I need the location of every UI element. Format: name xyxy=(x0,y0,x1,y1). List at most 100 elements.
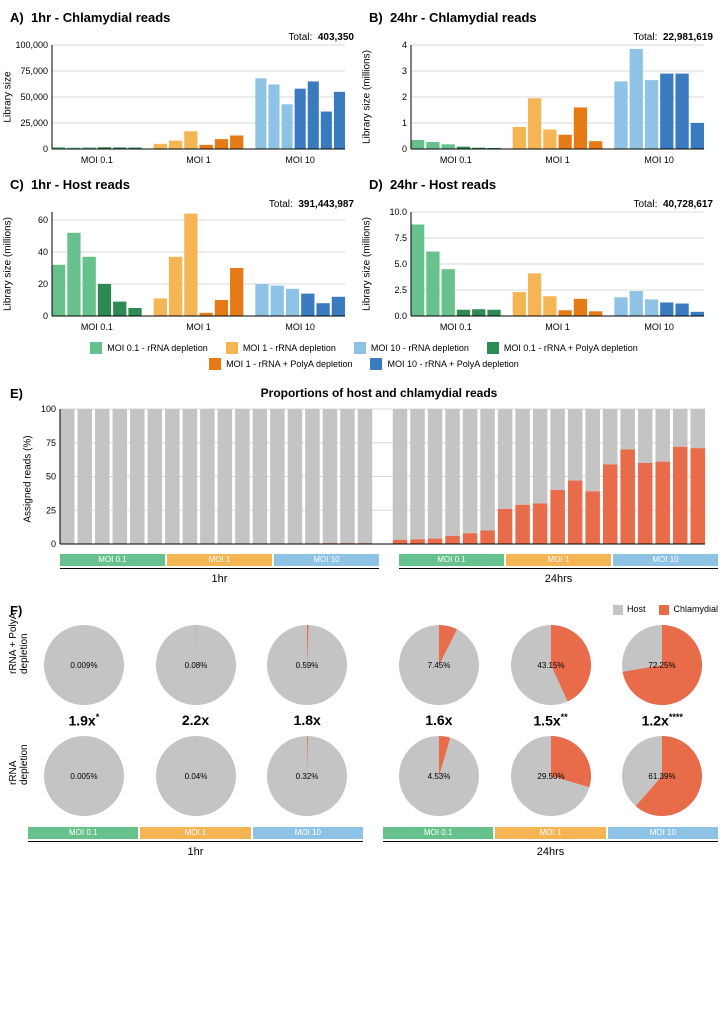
panel-b-ylabel: Library size (millions) xyxy=(362,50,373,144)
svg-text:MOI 1: MOI 1 xyxy=(186,322,211,332)
svg-text:MOI 10: MOI 10 xyxy=(285,322,315,332)
panel-c-title: 1hr - Host reads xyxy=(31,177,130,192)
svg-text:0.009%: 0.009% xyxy=(70,661,97,670)
legend-item: MOI 1 - rRNA + PolyA depletion xyxy=(209,358,352,370)
panel-b-chart: Total: 22,981,619 Library size (millions… xyxy=(369,27,718,167)
svg-text:MOI 0.1: MOI 0.1 xyxy=(440,322,472,332)
pie-cell: 0.04% xyxy=(140,731,252,821)
svg-text:43.15%: 43.15% xyxy=(537,661,564,670)
panel-f-strip-1hr: MOI 0.1MOI 1MOI 10 xyxy=(28,827,363,839)
panel-a-chart: Total: 403,350 Library size 025,00050,00… xyxy=(10,27,359,167)
fold-ratio: 1.8x xyxy=(294,712,321,728)
svg-text:60: 60 xyxy=(38,215,48,225)
panel-b-svg: 01234MOI 0.1MOI 1MOI 10 xyxy=(369,27,709,167)
panel-f-ratios: 1.9x* 2.2x 1.8x 1.6x 1.5x** 1.2x**** xyxy=(28,710,718,731)
panel-a-svg: 025,00050,00075,000100,000MOI 0.1MOI 1MO… xyxy=(10,27,350,167)
fold-ratio: 1.5x** xyxy=(533,712,567,729)
panel-a-title: 1hr - Chlamydial reads xyxy=(31,10,170,25)
fold-ratio: 1.9x* xyxy=(68,712,99,729)
panel-f-strip-24hr: MOI 0.1MOI 1MOI 10 xyxy=(383,827,718,839)
svg-text:3: 3 xyxy=(402,66,407,76)
svg-text:4.53%: 4.53% xyxy=(428,772,451,781)
panel-e-ylabel: Assigned reads (%) xyxy=(23,435,34,522)
svg-text:0.04%: 0.04% xyxy=(184,772,207,781)
pie-cell: 43.15% xyxy=(495,620,607,710)
panel-c: C) 1hr - Host reads Total: 391,443,987 L… xyxy=(10,177,359,334)
pie-chart: 0.005% xyxy=(39,731,129,821)
svg-text:100,000: 100,000 xyxy=(15,40,48,50)
fold-ratio: 2.2x xyxy=(182,712,209,728)
svg-text:40: 40 xyxy=(38,247,48,257)
panel-f-row-bottom: rRNAdepletion 0.005% 0.04% 0.32% 4.53% 29.50… xyxy=(10,731,718,821)
pie-cell: 0.005% xyxy=(28,731,140,821)
moi-strip-cell: MOI 10 xyxy=(613,554,718,566)
pie-cell: 0.08% xyxy=(140,620,252,710)
panel-e-strip-1hr: MOI 0.1MOI 1MOI 10 xyxy=(60,554,379,566)
panel-f: F) HostChlamydial rRNA + PolyAdepletion … xyxy=(10,603,718,858)
panel-d-total: Total: 40,728,617 xyxy=(633,199,713,210)
svg-text:0: 0 xyxy=(43,311,48,321)
svg-text:50: 50 xyxy=(46,472,56,482)
svg-text:50,000: 50,000 xyxy=(20,92,48,102)
panel-e-strip-24hr: MOI 0.1MOI 1MOI 10 xyxy=(399,554,718,566)
svg-text:MOI 1: MOI 1 xyxy=(186,155,211,165)
panel-d-svg: 0.02.55.07.510.0MOI 0.1MOI 1MOI 10 xyxy=(369,194,709,334)
svg-text:MOI 0.1: MOI 0.1 xyxy=(81,155,113,165)
row-cd: C) 1hr - Host reads Total: 391,443,987 L… xyxy=(10,177,718,334)
svg-text:MOI 10: MOI 10 xyxy=(644,322,674,332)
pie-cell: 4.53% xyxy=(383,731,495,821)
panel-f-legend: HostChlamydial xyxy=(613,604,718,615)
svg-text:2: 2 xyxy=(402,92,407,102)
pie-chart: 0.32% xyxy=(262,731,352,821)
panel-b-total: Total: 22,981,619 xyxy=(633,32,713,43)
panel-a-total: Total: 403,350 xyxy=(288,32,354,43)
svg-text:MOI 0.1: MOI 0.1 xyxy=(440,155,472,165)
svg-text:MOI 0.1: MOI 0.1 xyxy=(81,322,113,332)
svg-text:0.0: 0.0 xyxy=(394,311,407,321)
fold-ratio: 1.2x**** xyxy=(642,712,683,729)
svg-text:20: 20 xyxy=(38,279,48,289)
pie-chart: 43.15% xyxy=(506,620,596,710)
panel-b: B) 24hr - Chlamydial reads Total: 22,981… xyxy=(369,10,718,167)
svg-text:10.0: 10.0 xyxy=(389,207,407,217)
pie-chart: 61.39% xyxy=(617,731,707,821)
svg-text:75,000: 75,000 xyxy=(20,66,48,76)
moi-strip-cell: MOI 1 xyxy=(167,554,272,566)
fold-ratio: 1.6x xyxy=(425,712,452,728)
panel-f-row2-label: rRNAdepletion xyxy=(8,767,30,785)
legend-item: MOI 10 - rRNA + PolyA depletion xyxy=(370,358,518,370)
svg-text:0: 0 xyxy=(51,539,56,549)
panel-c-chart: Total: 391,443,987 Library size (million… xyxy=(10,194,359,334)
panel-d-letter: D) xyxy=(369,177,383,192)
svg-text:0.59%: 0.59% xyxy=(296,661,319,670)
pie-chart: 72.25% xyxy=(617,620,707,710)
shared-legend: MOI 0.1 - rRNA depletionMOI 1 - rRNA dep… xyxy=(34,342,694,370)
panel-f-time-24hr: 24hrs xyxy=(383,846,718,858)
svg-text:0.08%: 0.08% xyxy=(184,661,207,670)
moi-strip-cell: MOI 10 xyxy=(274,554,379,566)
pie-chart: 4.53% xyxy=(394,731,484,821)
panel-a: A) 1hr - Chlamydial reads Total: 403,350… xyxy=(10,10,359,167)
panel-f-strips: MOI 0.1MOI 1MOI 10 1hr MOI 0.1MOI 1MOI 1… xyxy=(28,827,718,858)
pie-cell: 0.59% xyxy=(251,620,363,710)
panel-c-letter: C) xyxy=(10,177,24,192)
pie-chart: 0.04% xyxy=(151,731,241,821)
panel-e-time-24hr: 24hrs xyxy=(399,573,718,585)
pie-cell: 7.45% xyxy=(383,620,495,710)
panel-e-strips: MOI 0.1MOI 1MOI 10 1hr MOI 0.1MOI 1MOI 1… xyxy=(60,554,718,585)
moi-strip-cell: MOI 0.1 xyxy=(399,554,504,566)
svg-text:0.32%: 0.32% xyxy=(296,772,319,781)
svg-text:MOI 10: MOI 10 xyxy=(285,155,315,165)
legend-item: MOI 10 - rRNA depletion xyxy=(354,342,469,354)
pie-chart: 29.50% xyxy=(506,731,596,821)
svg-text:MOI 1: MOI 1 xyxy=(545,155,570,165)
svg-text:5.0: 5.0 xyxy=(394,259,407,269)
pie-cell: 72.25% xyxy=(606,620,718,710)
svg-text:4: 4 xyxy=(402,40,407,50)
svg-text:0: 0 xyxy=(402,144,407,154)
legend-item: MOI 0.1 - rRNA depletion xyxy=(90,342,208,354)
panel-e: E) Proportions of host and chlamydial re… xyxy=(10,386,718,585)
panel-e-letter: E) xyxy=(10,386,40,401)
panel-a-letter: A) xyxy=(10,10,24,25)
svg-text:0.005%: 0.005% xyxy=(70,772,97,781)
